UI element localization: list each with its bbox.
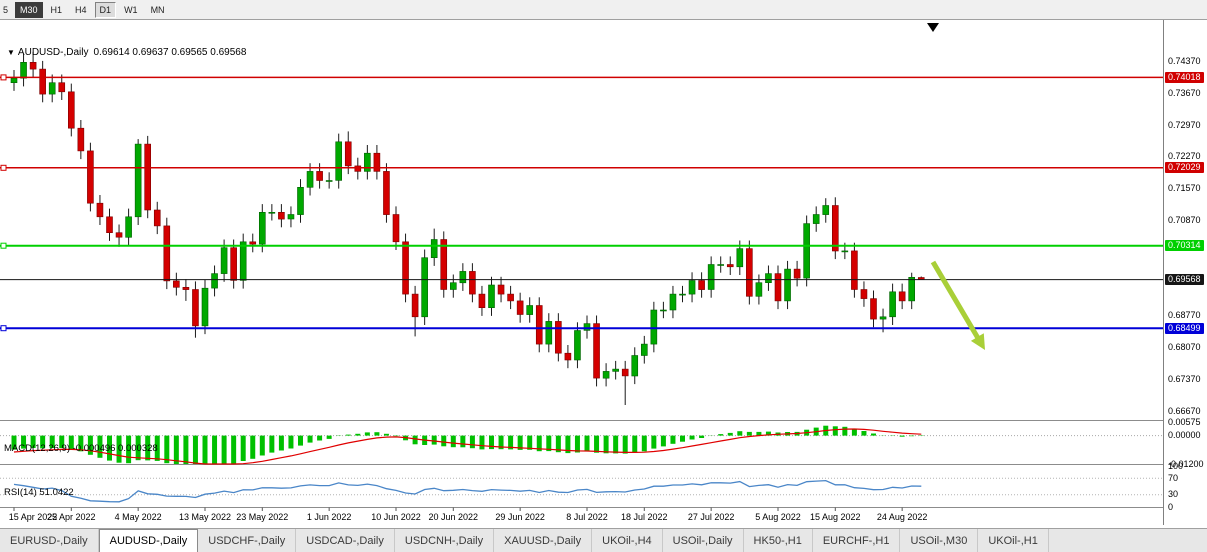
candlestick-series xyxy=(10,51,925,405)
chart-tab-HK50-H1[interactable]: HK50-,H1 xyxy=(744,529,813,552)
date-label: 15 Aug 2022 xyxy=(810,512,861,522)
date-label: 15 Apr 2022 xyxy=(9,512,58,522)
date-label: 8 Jul 2022 xyxy=(566,512,608,522)
hline-price-label: 0.74018 xyxy=(1165,71,1204,83)
chart-tab-USOil-M30[interactable]: USOil-,M30 xyxy=(900,529,979,552)
rsi-scale-label: 70 xyxy=(1168,472,1179,483)
price-scale[interactable]: 0.74370 0.73670 0.72970 0.72270 0.71570 0.708… xyxy=(1163,20,1207,525)
rsi-scale-label: 0 xyxy=(1168,501,1174,512)
timeframe-button-MN[interactable]: MN xyxy=(150,4,165,15)
timeframe-button-M30[interactable]: M30 xyxy=(15,1,43,18)
rsi-line xyxy=(13,479,922,503)
hline-price-label: 0.72029 xyxy=(1165,162,1204,174)
rsi-scale-label: 100 xyxy=(1168,460,1184,471)
symbol-marker-icon: ▼ xyxy=(7,48,15,57)
date-label: 23 May 2022 xyxy=(236,512,288,522)
macd-signal-line xyxy=(13,428,922,465)
hline-handle[interactable] xyxy=(0,325,7,332)
timeframe-toolbar: 5 M30 H1 H4 D1 W1 MN xyxy=(0,0,1207,20)
date-label: 20 Jun 2022 xyxy=(429,512,479,522)
date-label: 18 Jul 2022 xyxy=(621,512,668,522)
chart-ohlc-values: 0.69614 0.69637 0.69565 0.69568 xyxy=(93,47,247,58)
down-arrow-annotation[interactable] xyxy=(930,260,985,350)
date-label: 29 Jun 2022 xyxy=(495,512,545,522)
triangle-marker-annotation[interactable] xyxy=(927,23,939,32)
chart-symbol-period: AUDUSD-,Daily xyxy=(17,47,89,58)
timeframe-button-5[interactable]: 5 xyxy=(3,4,9,15)
macd-scale-label: 0.00000 xyxy=(1168,430,1201,441)
macd-scale-label: 0.00575 xyxy=(1168,416,1201,427)
chart-title: ▼ AUDUSD-,Daily 0.69614 0.69637 0.69565 0.… xyxy=(7,47,246,58)
price-axis-label: 0.68070 xyxy=(1168,342,1201,353)
hline-price-label: 0.68499 xyxy=(1165,322,1204,334)
hline-handle[interactable] xyxy=(0,74,7,81)
price-axis-label: 0.73670 xyxy=(1168,87,1201,98)
date-label: 13 May 2022 xyxy=(179,512,231,522)
timeframe-button-H1[interactable]: H1 xyxy=(50,4,63,15)
chart-tab-USOil-Daily[interactable]: USOil-,Daily xyxy=(663,529,744,552)
date-label: 4 May 2022 xyxy=(115,512,162,522)
chart-tab-EURCHF-H1[interactable]: EURCHF-,H1 xyxy=(813,529,901,552)
chart-tab-USDCNH-Daily[interactable]: USDCNH-,Daily xyxy=(395,529,495,552)
rsi-scale-label: 30 xyxy=(1168,489,1179,500)
chart-tab-bar: EURUSD-,Daily AUDUSD-,Daily USDCHF-,Daily U… xyxy=(0,528,1207,552)
chart-tab-USDCAD-Daily[interactable]: USDCAD-,Daily xyxy=(296,529,395,552)
chart-tab-UKOil-H4[interactable]: UKOil-,H4 xyxy=(592,529,663,552)
price-axis-label: 0.72970 xyxy=(1168,119,1201,130)
chart-area: 15 Apr 2022 25 Apr 2022 4 May 2022 13 May 2… xyxy=(0,20,1163,525)
price-axis-label: 0.70870 xyxy=(1168,215,1201,225)
macd-histogram xyxy=(11,425,924,464)
price-axis-label: 0.74370 xyxy=(1168,55,1201,66)
price-axis-label: 0.71570 xyxy=(1168,183,1201,194)
timeframe-button-W1[interactable]: W1 xyxy=(124,4,138,15)
chart-tab-USDCHF-Daily[interactable]: USDCHF-,Daily xyxy=(198,529,297,552)
date-label: 25 Apr 2022 xyxy=(47,512,96,522)
date-label: 10 Jun 2022 xyxy=(371,512,421,522)
macd-indicator-label: MACD(12,26,9) -0.000496 0.000328 xyxy=(4,443,158,454)
chart-tab-AUDUSD-Daily[interactable]: AUDUSD-,Daily xyxy=(98,529,199,552)
chart-tab-XAUUSD-Daily[interactable]: XAUUSD-,Daily xyxy=(494,529,593,552)
price-axis-label: 0.72270 xyxy=(1168,151,1201,162)
hline-handle[interactable] xyxy=(0,242,7,249)
current-price-label: 0.69568 xyxy=(1165,274,1204,286)
macd-scale-label: -0.01200 xyxy=(1168,458,1204,469)
price-axis-label: 0.66670 xyxy=(1168,405,1201,416)
date-label: 1 Jun 2022 xyxy=(307,512,352,522)
hline-price-label: 0.70314 xyxy=(1165,240,1204,252)
chart-tab-UKOil-H1[interactable]: UKOil-,H1 xyxy=(978,529,1049,552)
timeframe-button-D1[interactable]: D1 xyxy=(94,1,117,18)
chart-tab-EURUSD-Daily[interactable]: EURUSD-,Daily xyxy=(0,529,99,552)
price-axis-label: 0.68770 xyxy=(1168,310,1201,321)
rsi-indicator-label: RSI(14) 51.0422 xyxy=(4,487,74,498)
date-label: 24 Aug 2022 xyxy=(877,512,928,522)
hline-handle[interactable] xyxy=(0,164,7,171)
price-axis-label: 0.67370 xyxy=(1168,374,1201,384)
timeframe-button-H4[interactable]: H4 xyxy=(75,4,87,15)
date-label: 5 Aug 2022 xyxy=(755,512,801,522)
date-label: 27 Jul 2022 xyxy=(688,512,735,522)
